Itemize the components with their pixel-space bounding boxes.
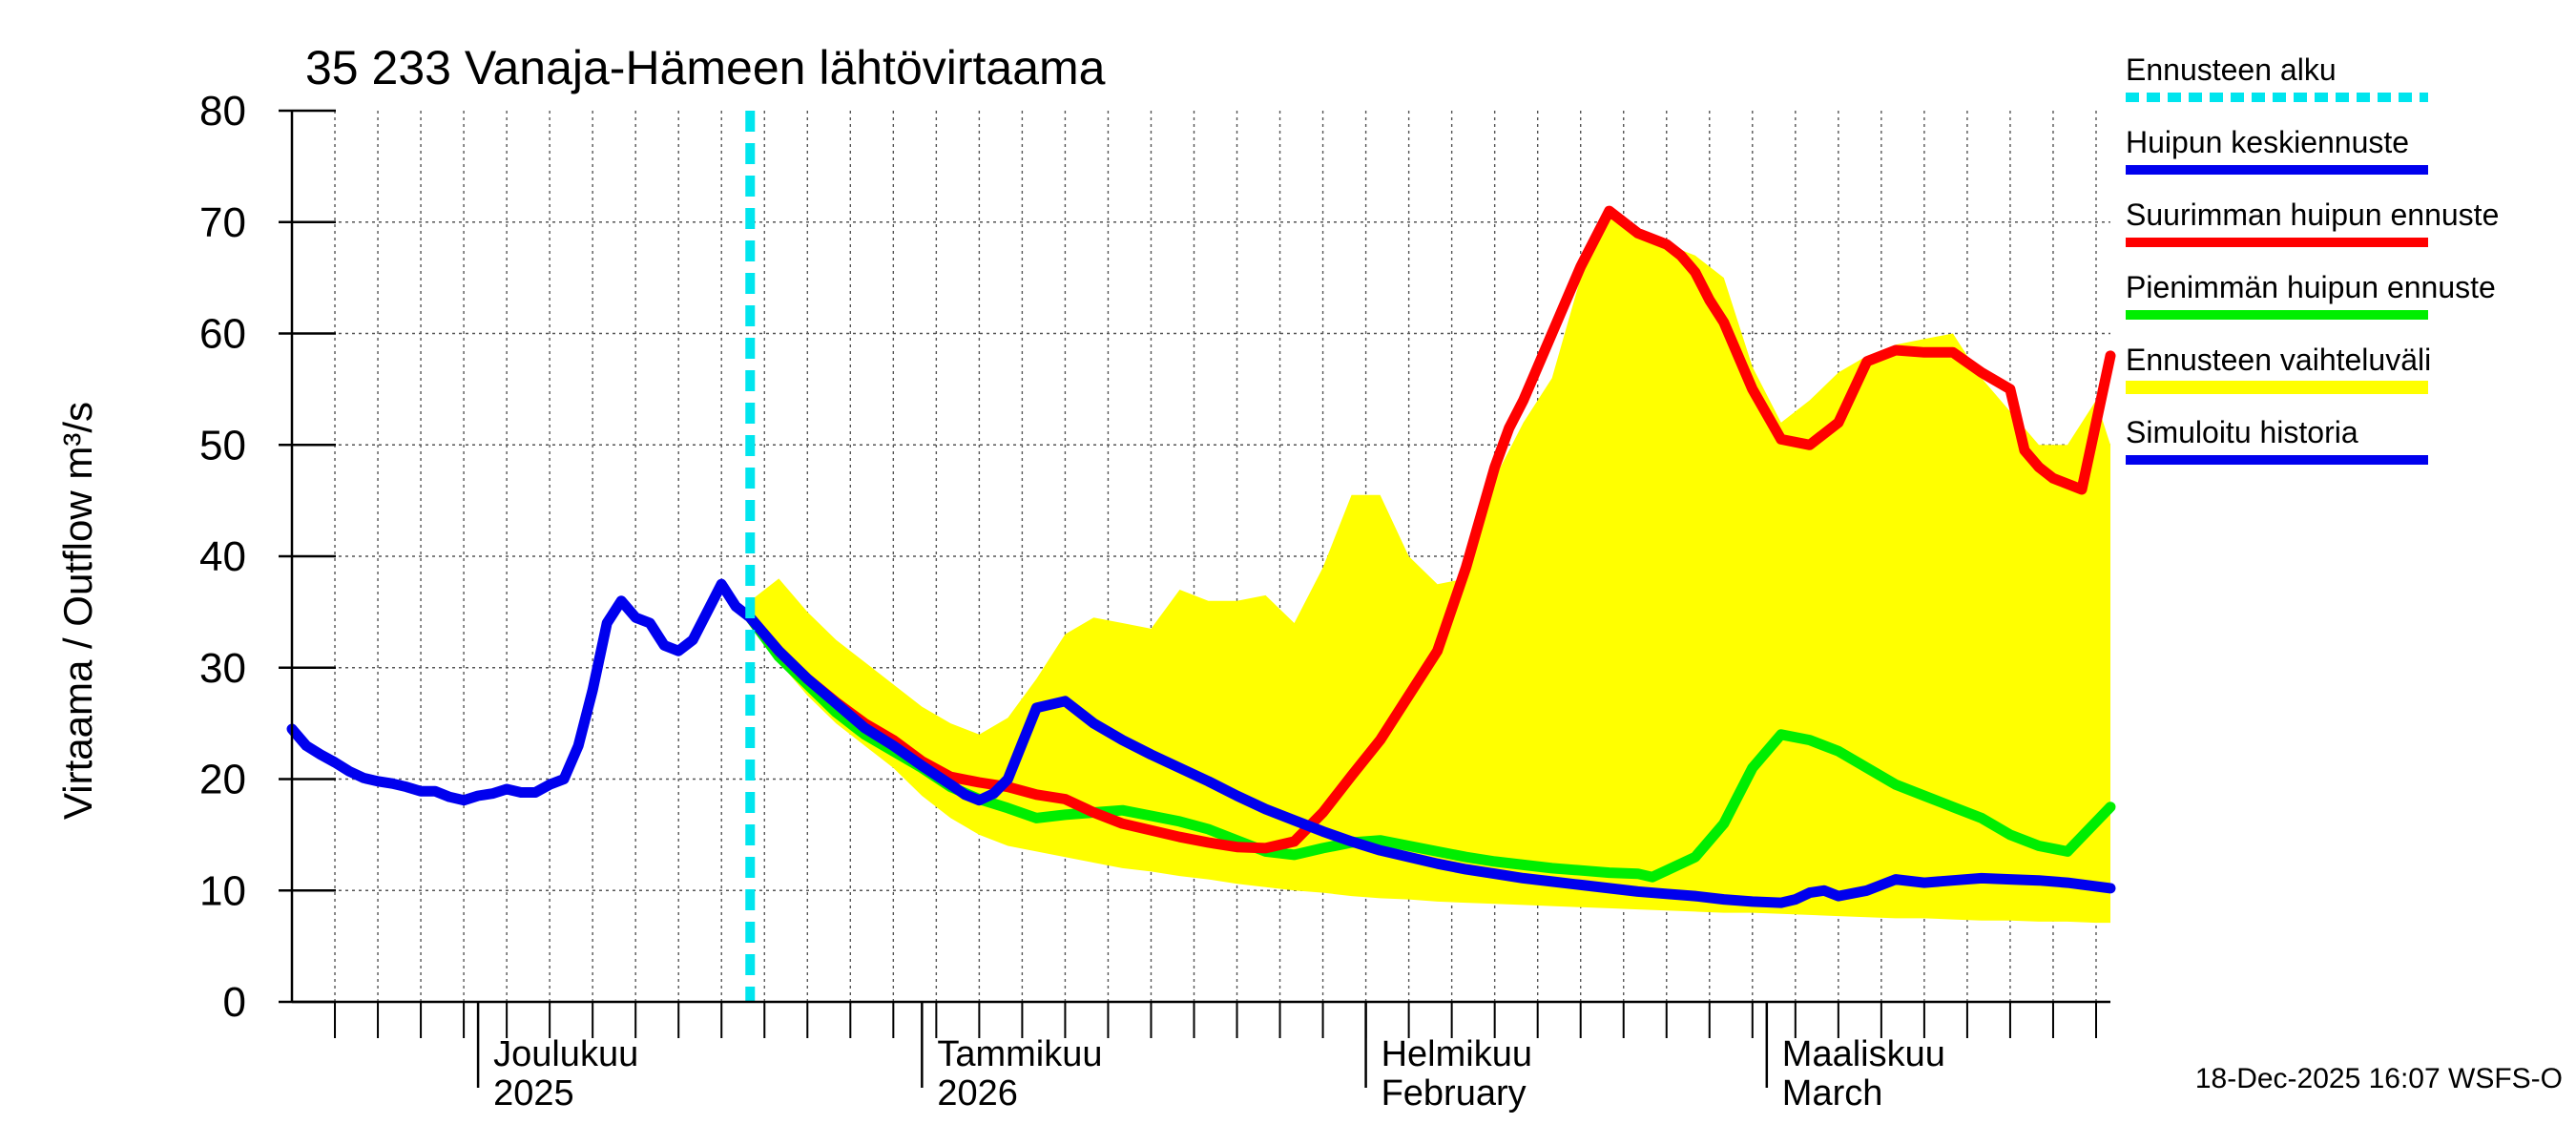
x-year-label: 2025 — [493, 1073, 574, 1114]
y-tick-label: 40 — [199, 533, 246, 580]
legend-label: Huipun keskiennuste — [2126, 125, 2409, 159]
y-tick-label: 80 — [199, 88, 246, 135]
timestamp: 18-Dec-2025 16:07 WSFS-O — [2195, 1063, 2563, 1094]
y-tick-label: 10 — [199, 867, 246, 914]
forecast-range-band — [750, 211, 2110, 924]
legend-label: Suurimman huipun ennuste — [2126, 198, 2499, 232]
series-layer — [286, 111, 2116, 1002]
y-tick-label: 60 — [199, 311, 246, 358]
legend-label: Pienimmän huipun ennuste — [2126, 270, 2496, 304]
y-tick-label: 0 — [223, 979, 246, 1026]
y-axis-label: Virtaama / Outflow m³/s — [55, 402, 100, 820]
x-month-label: Maaliskuu — [1782, 1034, 1945, 1074]
series-line-history — [286, 578, 756, 806]
x-year-label: 2026 — [937, 1073, 1018, 1114]
legend: Ennusteen alku Huipun keskiennuste Suurimm… — [2126, 52, 2499, 465]
x-year-label: March — [1782, 1073, 1883, 1114]
x-year-label: February — [1381, 1073, 1527, 1114]
x-month-label: Helmikuu — [1381, 1034, 1532, 1074]
legend-label: Ennusteen alku — [2126, 52, 2337, 87]
x-month-label: Tammikuu — [937, 1034, 1102, 1074]
series-line-median — [744, 612, 2116, 908]
forecast-range-band-layer — [750, 211, 2110, 924]
series-line-max — [744, 205, 2116, 854]
y-tick-label: 30 — [199, 645, 246, 692]
chart-title: 35 233 Vanaja-Hämeen lähtövirtaama — [305, 41, 1106, 94]
x-month-label: Joulukuu — [493, 1034, 638, 1074]
legend-label: Ennusteen vaihteluväli — [2126, 343, 2431, 377]
legend-label: Simuloitu historia — [2126, 415, 2358, 449]
y-tick-label: 20 — [199, 757, 246, 803]
y-tick-label: 70 — [199, 199, 246, 246]
y-tick-label: 50 — [199, 422, 246, 468]
